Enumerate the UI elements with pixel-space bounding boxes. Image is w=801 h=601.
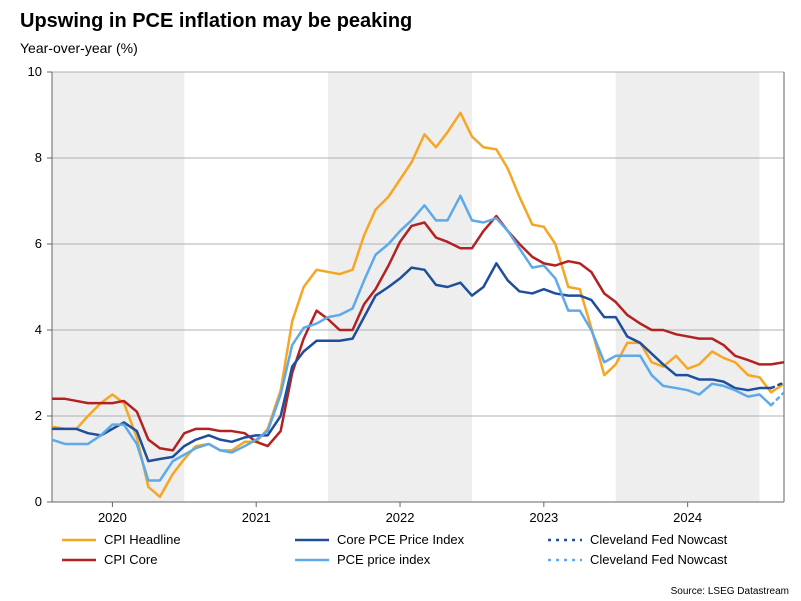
svg-text:Cleveland Fed Nowcast: Cleveland Fed Nowcast xyxy=(590,532,728,547)
svg-text:4: 4 xyxy=(35,322,42,337)
svg-text:2: 2 xyxy=(35,408,42,423)
svg-text:2022: 2022 xyxy=(386,510,415,525)
chart-svg: 0 2 4 6 8 10 2020 2021 2022 2023 2024 CPI Headline C… xyxy=(0,0,801,601)
svg-text:Core PCE Price Index: Core PCE Price Index xyxy=(337,532,465,547)
svg-text:PCE price index: PCE price index xyxy=(337,552,431,567)
svg-text:10: 10 xyxy=(28,64,42,79)
svg-text:CPI Core: CPI Core xyxy=(104,552,157,567)
svg-text:2023: 2023 xyxy=(529,510,558,525)
chart-source: Source: LSEG Datastream xyxy=(671,586,789,597)
svg-text:2021: 2021 xyxy=(242,510,271,525)
chart-subtitle: Year-over-year (%) xyxy=(20,40,138,56)
svg-text:6: 6 xyxy=(35,236,42,251)
chart-title: Upswing in PCE inflation may be peaking xyxy=(20,10,412,33)
inflation-line-chart: Upswing in PCE inflation may be peaking … xyxy=(0,0,801,601)
svg-text:2024: 2024 xyxy=(673,510,702,525)
svg-text:CPI Headline: CPI Headline xyxy=(104,532,181,547)
svg-text:2020: 2020 xyxy=(98,510,127,525)
svg-text:0: 0 xyxy=(35,494,42,509)
svg-text:8: 8 xyxy=(35,150,42,165)
svg-text:Cleveland Fed Nowcast: Cleveland Fed Nowcast xyxy=(590,552,728,567)
